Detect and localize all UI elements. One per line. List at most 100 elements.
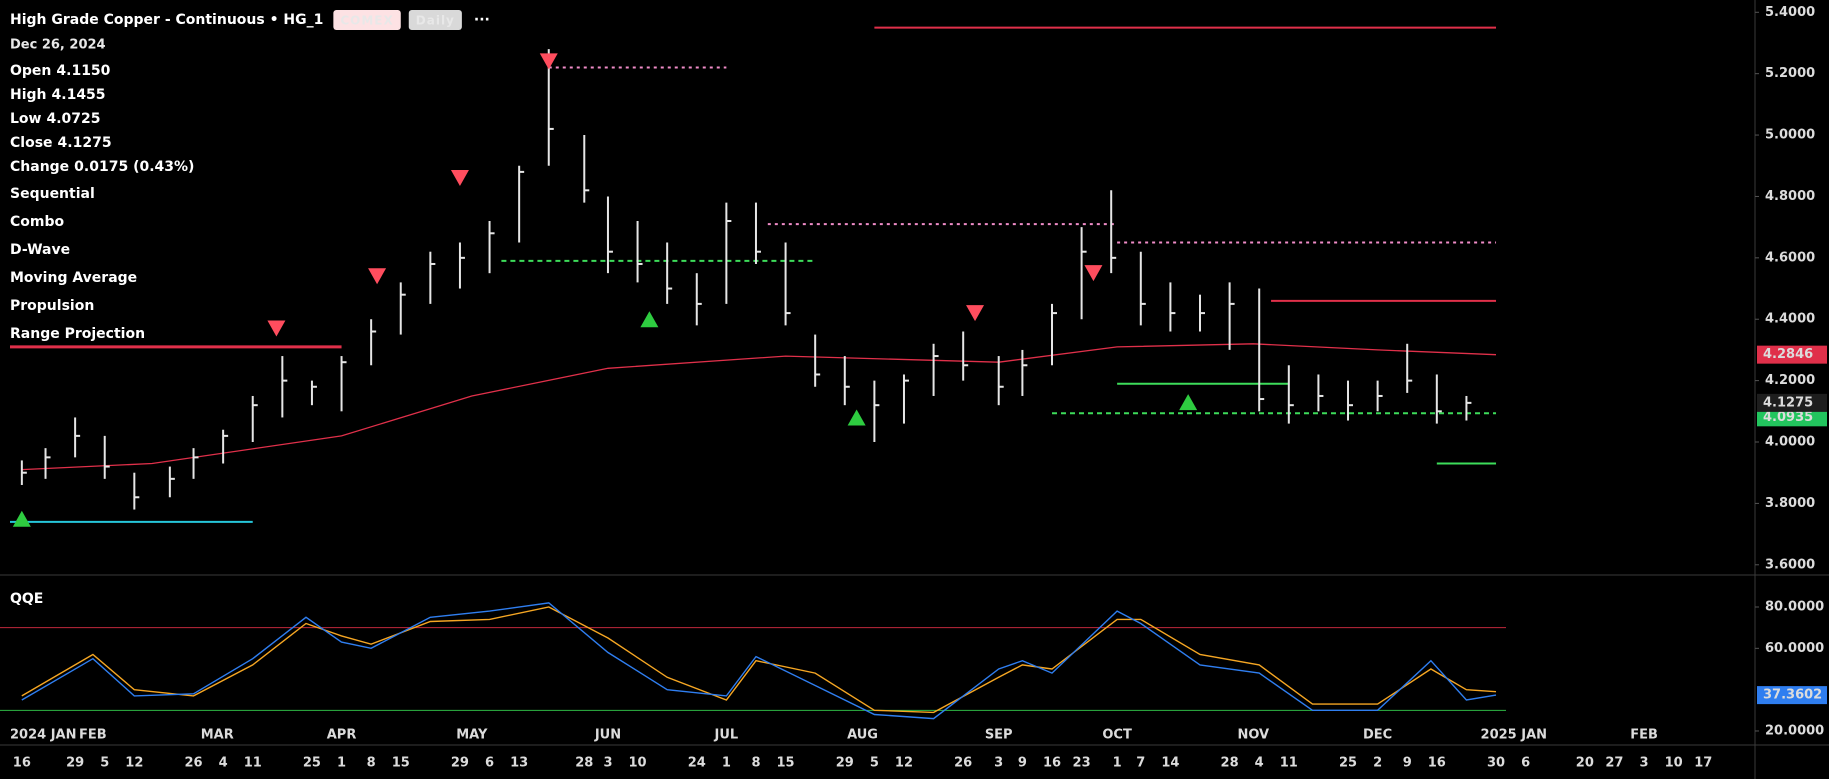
qqe-line	[21, 602, 1497, 720]
x-tick-label: 8	[367, 756, 376, 771]
stat-label: Change	[10, 159, 69, 175]
price-badge-label: 4.0935	[1763, 410, 1813, 425]
x-tick-label: 13	[510, 756, 528, 771]
stat-label: Open	[10, 63, 51, 79]
x-tick-label: 16	[1428, 756, 1446, 771]
month-label: MAR	[201, 728, 234, 743]
y-tick-label: 4.8000	[1765, 189, 1815, 204]
y-tick-label: 3.8000	[1765, 496, 1815, 511]
indicator-toggle[interactable]: Propulsion	[10, 298, 94, 314]
y-tick-label: 4.6000	[1765, 250, 1815, 265]
stat-value: 4.1275	[58, 135, 112, 151]
month-label: AUG	[847, 728, 878, 743]
interval-badge[interactable]	[408, 10, 462, 30]
x-tick-label: 3	[603, 756, 612, 771]
y-tick-label: 80.0000	[1765, 599, 1824, 614]
month-label: 2024 JAN	[10, 728, 77, 743]
moving-average-line	[21, 343, 1497, 471]
price-badge	[1757, 393, 1827, 412]
x-tick-label: 7	[1136, 756, 1145, 771]
month-label: FEB	[79, 728, 107, 743]
stat-label: Close	[10, 135, 53, 151]
price-badge	[1757, 345, 1827, 364]
month-label: OCT	[1102, 728, 1132, 743]
stat-value: 4.1455	[52, 87, 106, 103]
price-badge	[1757, 408, 1827, 427]
x-tick-label: 27	[1605, 756, 1623, 771]
stat-value: 0.0175 (0.43%)	[74, 159, 194, 175]
x-tick-label: 25	[303, 756, 321, 771]
month-label: JUL	[714, 728, 739, 743]
month-label: APR	[327, 728, 357, 743]
month-label: NOV	[1237, 728, 1269, 743]
price-badge-label: 4.1275	[1763, 395, 1813, 410]
x-tick-label: 23	[1073, 756, 1091, 771]
y-tick-label: 5.4000	[1765, 5, 1815, 20]
indicator-toggle[interactable]: Moving Average	[10, 270, 137, 286]
x-tick-label: 26	[954, 756, 972, 771]
x-tick-label: 11	[1280, 756, 1298, 771]
y-tick-label: 4.4000	[1765, 312, 1815, 327]
exchange-badge	[333, 10, 401, 30]
x-tick-label: 9	[1403, 756, 1412, 771]
chart-title: High Grade Copper - Continuous • HG_1	[10, 12, 323, 28]
x-tick-label: 15	[392, 756, 410, 771]
indicator-toggle[interactable]: Range Projection	[10, 326, 145, 342]
x-tick-label: 2	[1373, 756, 1382, 771]
x-tick-label: 6	[485, 756, 494, 771]
stat-label: Low	[10, 111, 42, 127]
indicator-toggle[interactable]: D-Wave	[10, 242, 70, 258]
qqe-line	[21, 606, 1497, 714]
signal-marker	[847, 409, 866, 426]
x-tick-label: 9	[1018, 756, 1027, 771]
x-tick-label: 1	[1113, 756, 1122, 771]
signal-marker	[539, 53, 558, 70]
x-tick-label: 25	[1339, 756, 1357, 771]
month-label: 2025 JAN	[1481, 728, 1548, 743]
x-tick-label: 26	[184, 756, 202, 771]
signal-marker	[966, 305, 985, 322]
x-tick-label: 10	[1665, 756, 1683, 771]
x-tick-label: 10	[629, 756, 647, 771]
x-tick-label: 29	[451, 756, 469, 771]
exchange-badge-text: COMEX	[340, 14, 393, 28]
signal-marker	[12, 510, 31, 527]
x-tick-label: 8	[751, 756, 760, 771]
y-tick-label: 20.0000	[1765, 723, 1824, 738]
x-tick-label: 1	[722, 756, 731, 771]
x-tick-label: 11	[244, 756, 262, 771]
x-tick-label: 30	[1487, 756, 1505, 771]
x-tick-label: 5	[100, 756, 109, 771]
month-label: DEC	[1363, 728, 1392, 743]
x-tick-label: 14	[1161, 756, 1179, 771]
y-tick-label: 4.2000	[1765, 373, 1815, 388]
x-tick-label: 12	[125, 756, 143, 771]
x-tick-label: 16	[13, 756, 31, 771]
signal-marker	[1084, 265, 1103, 282]
signal-marker	[450, 170, 469, 187]
x-tick-label: 17	[1694, 756, 1712, 771]
indicator-toggle[interactable]: Sequential	[10, 186, 95, 202]
y-tick-label: 4.0000	[1765, 435, 1815, 450]
stat-label: High	[10, 87, 47, 103]
overlay-layer: High Grade Copper - Continuous • HG_1 COM…	[10, 5, 1827, 771]
x-tick-label: 4	[1255, 756, 1264, 771]
price-badge	[1757, 686, 1827, 705]
signal-marker	[1179, 394, 1198, 411]
x-tick-label: 28	[575, 756, 593, 771]
stat-value: 4.1150	[56, 63, 110, 79]
x-tick-label: 1	[337, 756, 346, 771]
date-label: Dec 26, 2024	[10, 38, 106, 53]
y-tick-label: 5.2000	[1765, 66, 1815, 81]
x-tick-label: 12	[895, 756, 913, 771]
y-tick-label: 60.0000	[1765, 641, 1824, 656]
x-tick-label: 5	[870, 756, 879, 771]
indicator-toggle[interactable]: Combo	[10, 214, 65, 230]
interval-badge-text: Daily	[416, 14, 455, 28]
x-tick-label: 24	[688, 756, 706, 771]
menu-button[interactable]: ···	[474, 12, 490, 28]
x-tick-label: 28	[1221, 756, 1239, 771]
